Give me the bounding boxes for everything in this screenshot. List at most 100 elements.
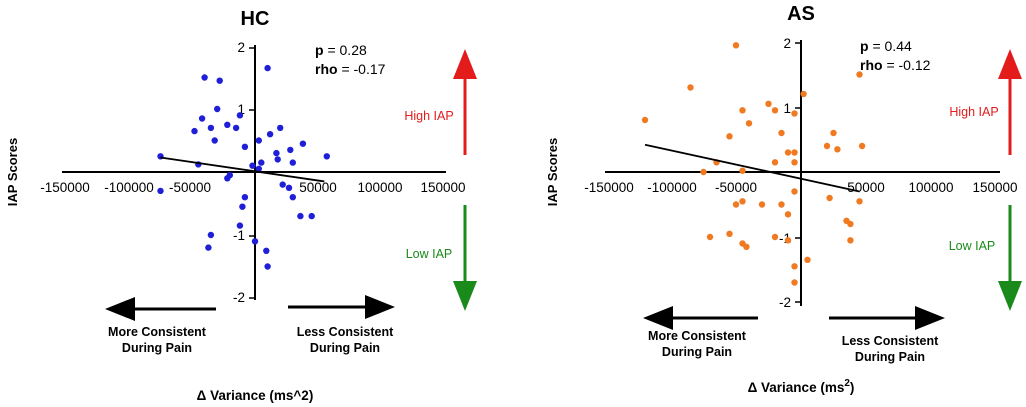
as-ytick: 1 (783, 101, 791, 116)
hc-ytick: -1 (233, 228, 245, 243)
as-data-point (800, 90, 807, 98)
hc-xtick: 150000 (420, 180, 465, 195)
as-data-point (739, 107, 746, 114)
hc-data-point (207, 124, 215, 132)
as-data-point (758, 201, 766, 208)
hc-data-point (297, 212, 304, 220)
as-p-stat: p = 0.44 (860, 38, 912, 54)
hc-regression-line (160, 156, 325, 183)
as-during-pain-label: During Pain (662, 345, 732, 359)
as-data-point (732, 42, 740, 49)
as-data-point (826, 194, 833, 202)
hc-points (157, 64, 330, 270)
as-data-point (791, 110, 798, 117)
hc-data-point (323, 153, 330, 160)
hc-xtick: -100000 (104, 180, 154, 195)
as-data-point (791, 263, 798, 270)
hc-more-consistent-label: More Consistent (108, 325, 207, 339)
hc-rho-stat: rho = -0.17 (315, 61, 386, 77)
hc-data-point (279, 181, 286, 188)
hc-data-point (207, 231, 215, 239)
hc-data-point (255, 165, 262, 172)
hc-data-point (273, 149, 280, 157)
hc-data-point (308, 212, 315, 220)
as-data-point (771, 233, 779, 241)
as-regression-line (644, 143, 860, 193)
hc-data-point (236, 112, 244, 119)
hc-data-point (216, 77, 223, 84)
as-data-point (700, 168, 707, 176)
as-data-point (687, 84, 694, 91)
hc-data-point (157, 187, 164, 195)
as-data-point (732, 201, 740, 208)
hc-data-point (274, 156, 281, 163)
as-low-iap-label: Low IAP (949, 239, 996, 253)
as-data-point (791, 279, 798, 286)
as-data-point (739, 198, 746, 205)
as-data-point (784, 237, 792, 244)
hc-data-point (205, 244, 212, 251)
hc-data-point (266, 131, 274, 138)
hc-data-point (198, 115, 206, 122)
as-data-point (739, 167, 746, 174)
as-data-point (765, 100, 772, 108)
as-data-point (771, 107, 779, 114)
hc-ytick: -2 (233, 290, 245, 305)
hc-data-point (201, 74, 208, 81)
as-data-point (778, 201, 785, 208)
hc-ytick: 2 (237, 40, 245, 55)
as-data-point (830, 129, 837, 137)
as-xtick: 100000 (908, 180, 953, 195)
as-data-point (791, 188, 798, 195)
hc-data-point (236, 222, 244, 229)
as-xtick: 150000 (972, 180, 1017, 195)
hc-xtick: -150000 (40, 180, 90, 195)
hc-data-point (224, 175, 231, 182)
hc-xtick: 100000 (357, 180, 402, 195)
hc-data-point (264, 64, 271, 72)
hc-data-point (263, 247, 270, 254)
hc-panel: HC IAP Scores -150000 -100000 -50000 500… (5, 8, 477, 403)
hc-data-point (258, 159, 265, 166)
as-data-point (847, 237, 854, 244)
as-data-point (856, 71, 863, 78)
hc-data-point (277, 124, 284, 132)
as-data-point (745, 120, 753, 127)
as-data-point (823, 142, 831, 150)
as-data-point (778, 129, 785, 137)
hc-data-point (289, 194, 296, 201)
hc-high-iap-label: High IAP (404, 109, 453, 123)
as-high-iap-label: High IAP (949, 105, 998, 119)
as-less-consistent-label: Less Consistent (842, 334, 939, 348)
hc-data-point (241, 194, 249, 201)
as-y-axis-label: IAP Scores (545, 138, 560, 206)
hc-data-point (211, 137, 218, 144)
as-data-point (791, 159, 798, 166)
hc-low-iap-label: Low IAP (406, 247, 453, 261)
as-data-point (784, 211, 792, 218)
as-xtick: 50000 (847, 180, 885, 195)
hc-data-point (285, 184, 293, 191)
hc-data-point (249, 162, 256, 169)
hc-data-point (191, 127, 198, 135)
hc-during-pain-label: During Pain (310, 341, 380, 355)
as-data-point (791, 149, 798, 156)
hc-data-point (251, 238, 259, 245)
hc-data-point (214, 105, 221, 113)
as-data-point (784, 149, 792, 156)
hc-data-point (289, 159, 296, 166)
hc-ytick: 1 (237, 102, 245, 117)
hc-data-point (287, 146, 294, 154)
hc-less-consistent-label: Less Consistent (297, 325, 394, 339)
as-panel: AS IAP Scores -150000 -100000 -50000 500… (545, 3, 1022, 395)
as-xtick: -150000 (584, 180, 634, 195)
as-data-point (771, 159, 779, 166)
hc-data-point (232, 124, 240, 132)
hc-during-pain-label: During Pain (122, 341, 192, 355)
as-during-pain-label: During Pain (855, 350, 925, 364)
hc-data-point (299, 140, 307, 147)
hc-title: HC (241, 8, 270, 30)
as-title: AS (787, 3, 815, 25)
as-more-consistent-label: More Consistent (648, 329, 747, 343)
